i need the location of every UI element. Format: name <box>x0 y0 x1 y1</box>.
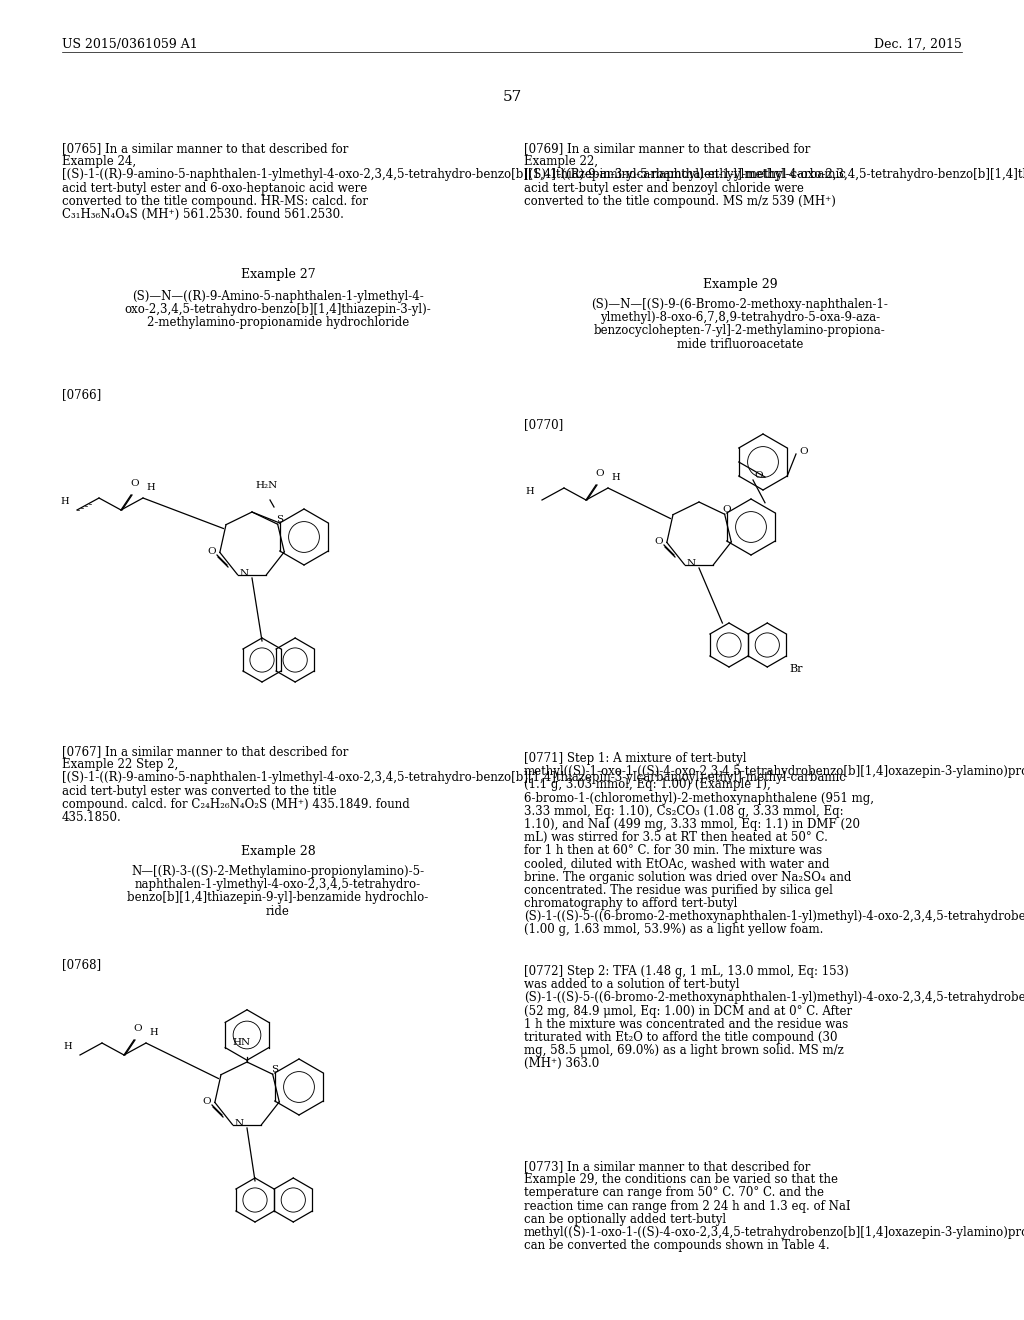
Text: 1 h the mixture was concentrated and the residue was: 1 h the mixture was concentrated and the… <box>524 1018 848 1031</box>
Text: US 2015/0361059 A1: US 2015/0361059 A1 <box>62 38 198 51</box>
Text: for 1 h then at 60° C. for 30 min. The mixture was: for 1 h then at 60° C. for 30 min. The m… <box>524 845 822 857</box>
Text: [0770]: [0770] <box>524 418 563 432</box>
Text: 1.10), and NaI (499 mg, 3.33 mmol, Eq: 1.1) in DMF (20: 1.10), and NaI (499 mg, 3.33 mmol, Eq: 1… <box>524 818 860 830</box>
Text: Example 24,: Example 24, <box>62 156 136 168</box>
Text: Example 27: Example 27 <box>241 268 315 281</box>
Text: O: O <box>799 447 808 457</box>
Text: acid tert-butyl ester was converted to the title: acid tert-butyl ester was converted to t… <box>62 784 337 797</box>
Text: ylmethyl)-8-oxo-6,7,8,9-tetrahydro-5-oxa-9-aza-: ylmethyl)-8-oxo-6,7,8,9-tetrahydro-5-oxa… <box>600 312 880 325</box>
Text: H: H <box>63 1041 72 1051</box>
Text: O: O <box>134 1024 142 1034</box>
Text: Dec. 17, 2015: Dec. 17, 2015 <box>874 38 962 51</box>
Text: concentrated. The residue was purified by silica gel: concentrated. The residue was purified b… <box>524 884 833 896</box>
Text: (S)—N—[(S)-9-(6-Bromo-2-methoxy-naphthalen-1-: (S)—N—[(S)-9-(6-Bromo-2-methoxy-naphthal… <box>592 298 889 312</box>
Text: [(S)-1-((R)-9-amino-5-naphthalen-1-ylmethyl-4-oxo-2,3,4,5-tetrahydro-benzo[b][1,: [(S)-1-((R)-9-amino-5-naphthalen-1-ylmet… <box>62 771 846 784</box>
Text: [0773] In a similar manner to that described for: [0773] In a similar manner to that descr… <box>524 1160 810 1173</box>
Text: can be optionally added tert-butyl: can be optionally added tert-butyl <box>524 1213 726 1226</box>
Text: acid tert-butyl ester and 6-oxo-heptanoic acid were: acid tert-butyl ester and 6-oxo-heptanoi… <box>62 182 368 194</box>
Text: H: H <box>611 473 620 482</box>
Text: Example 29: Example 29 <box>702 279 777 290</box>
Text: S: S <box>271 1065 279 1074</box>
Text: was added to a solution of tert-butyl: was added to a solution of tert-butyl <box>524 978 739 991</box>
Text: can be converted the compounds shown in Table 4.: can be converted the compounds shown in … <box>524 1239 829 1253</box>
Text: HN: HN <box>232 1038 251 1047</box>
Text: N: N <box>686 558 695 568</box>
Text: benzocyclohepten-7-yl]-2-methylamino-propiona-: benzocyclohepten-7-yl]-2-methylamino-pro… <box>594 325 886 338</box>
Text: O: O <box>596 469 604 478</box>
Text: brine. The organic solution was dried over Na₂SO₄ and: brine. The organic solution was dried ov… <box>524 871 851 883</box>
Text: N—[(R)-3-((S)-2-Methylamino-propionylamino)-5-: N—[(R)-3-((S)-2-Methylamino-propionylami… <box>131 865 425 878</box>
Text: (S)-1-((S)-5-((6-bromo-2-methoxynaphthalen-1-yl)methyl)-4-oxo-2,3,4,5-tetrahydro: (S)-1-((S)-5-((6-bromo-2-methoxynaphthal… <box>524 909 1024 923</box>
Text: compound. calcd. for C₂₄H₂₆N₄O₂S (MH⁺) 435.1849. found: compound. calcd. for C₂₄H₂₆N₄O₂S (MH⁺) 4… <box>62 797 410 810</box>
Text: O: O <box>131 479 139 488</box>
Text: [0766]: [0766] <box>62 388 101 401</box>
Text: ride: ride <box>266 904 290 917</box>
Text: Example 22 Step 2,: Example 22 Step 2, <box>62 758 178 771</box>
Text: [0767] In a similar manner to that described for: [0767] In a similar manner to that descr… <box>62 744 348 758</box>
Text: reaction time can range from 2 24 h and 1.3 eq. of NaI: reaction time can range from 2 24 h and … <box>524 1200 851 1213</box>
Text: (1.1 g, 3.03 mmol, Eq: 1.00) (Example 1),: (1.1 g, 3.03 mmol, Eq: 1.00) (Example 1)… <box>524 779 771 792</box>
Text: O: O <box>654 536 664 545</box>
Text: H: H <box>146 483 155 492</box>
Text: N: N <box>234 1118 244 1127</box>
Text: H: H <box>150 1028 158 1038</box>
Text: Example 22,: Example 22, <box>524 156 598 168</box>
Text: H: H <box>60 498 69 506</box>
Text: mL) was stirred for 3.5 at RT then heated at 50° C.: mL) was stirred for 3.5 at RT then heate… <box>524 832 827 843</box>
Text: [(S)-1-((R)-9-amino-5-naphthalen-1-ylmethyl-4-oxo-2,3,4,5-tetrahydro-benzo[b][1,: [(S)-1-((R)-9-amino-5-naphthalen-1-ylmet… <box>62 169 846 181</box>
Text: [(S)-1-((R)-9-amino-5-naphthalen-1-ylmethyl-4-oxo-2,3,4,5-tetrahydro-benzo[b][1,: [(S)-1-((R)-9-amino-5-naphthalen-1-ylmet… <box>524 169 1024 181</box>
Text: cooled, diluted with EtOAc, washed with water and: cooled, diluted with EtOAc, washed with … <box>524 858 829 870</box>
Text: mg, 58.5 μmol, 69.0%) as a light brown solid. MS m/z: mg, 58.5 μmol, 69.0%) as a light brown s… <box>524 1044 844 1057</box>
Text: [0769] In a similar manner to that described for: [0769] In a similar manner to that descr… <box>524 143 810 154</box>
Text: O: O <box>755 470 763 479</box>
Text: naphthalen-1-ylmethyl-4-oxo-2,3,4,5-tetrahydro-: naphthalen-1-ylmethyl-4-oxo-2,3,4,5-tetr… <box>135 878 421 891</box>
Text: (MH⁺) 363.0: (MH⁺) 363.0 <box>524 1057 599 1071</box>
Text: converted to the title compound. HR-MS: calcd. for: converted to the title compound. HR-MS: … <box>62 195 368 207</box>
Text: mide trifluoroacetate: mide trifluoroacetate <box>677 338 803 351</box>
Text: C₃₁H₃₆N₄O₄S (MH⁺) 561.2530. found 561.2530.: C₃₁H₃₆N₄O₄S (MH⁺) 561.2530. found 561.25… <box>62 207 344 220</box>
Text: acid tert-butyl ester and benzoyl chloride were: acid tert-butyl ester and benzoyl chlori… <box>524 182 804 194</box>
Text: 2-methylamino-propionamide hydrochloride: 2-methylamino-propionamide hydrochloride <box>146 317 410 330</box>
Text: 6-bromo-1-(chloromethyl)-2-methoxynaphthalene (951 mg,: 6-bromo-1-(chloromethyl)-2-methoxynaphth… <box>524 792 874 804</box>
Text: triturated with Et₂O to afford the title compound (30: triturated with Et₂O to afford the title… <box>524 1031 838 1044</box>
Text: Example 28: Example 28 <box>241 845 315 858</box>
Text: chromatography to afford tert-butyl: chromatography to afford tert-butyl <box>524 896 737 909</box>
Text: N: N <box>240 569 249 578</box>
Text: (S)-1-((S)-5-((6-bromo-2-methoxynaphthalen-1-yl)methyl)-4-oxo-2,3,4,5-tetrahydro: (S)-1-((S)-5-((6-bromo-2-methoxynaphthal… <box>524 991 1024 1005</box>
Text: temperature can range from 50° C. 70° C. and the: temperature can range from 50° C. 70° C.… <box>524 1187 824 1200</box>
Text: [0768]: [0768] <box>62 958 101 972</box>
Text: Br: Br <box>790 664 803 675</box>
Text: (1.00 g, 1.63 mmol, 53.9%) as a light yellow foam.: (1.00 g, 1.63 mmol, 53.9%) as a light ye… <box>524 923 823 936</box>
Text: 57: 57 <box>503 90 521 104</box>
Text: (52 mg, 84.9 μmol, Eq: 1.00) in DCM and at 0° C. After: (52 mg, 84.9 μmol, Eq: 1.00) in DCM and … <box>524 1005 852 1018</box>
Text: oxo-2,3,4,5-tetrahydro-benzo[b][1,4]thiazepin-3-yl)-: oxo-2,3,4,5-tetrahydro-benzo[b][1,4]thia… <box>125 304 431 317</box>
Text: O: O <box>723 506 731 515</box>
Text: benzo[b][1,4]thiazepin-9-yl]-benzamide hydrochlo-: benzo[b][1,4]thiazepin-9-yl]-benzamide h… <box>127 891 429 904</box>
Text: H₂N: H₂N <box>256 480 279 490</box>
Text: [0772] Step 2: TFA (1.48 g, 1 mL, 13.0 mmol, Eq: 153): [0772] Step 2: TFA (1.48 g, 1 mL, 13.0 m… <box>524 965 849 978</box>
Text: Example 29, the conditions can be varied so that the: Example 29, the conditions can be varied… <box>524 1173 838 1187</box>
Text: converted to the title compound. MS m/z 539 (MH⁺): converted to the title compound. MS m/z … <box>524 195 836 207</box>
Text: [0765] In a similar manner to that described for: [0765] In a similar manner to that descr… <box>62 143 348 154</box>
Text: methyl((S)-1-oxo-1-((S)-4-oxo-2,3,4,5-tetrahydrobenzo[b][1,4]oxazepin-3-ylamino): methyl((S)-1-oxo-1-((S)-4-oxo-2,3,4,5-te… <box>524 1226 1024 1239</box>
Text: O: O <box>208 546 216 556</box>
Text: (S)—N—((R)-9-Amino-5-naphthalen-1-ylmethyl-4-: (S)—N—((R)-9-Amino-5-naphthalen-1-ylmeth… <box>132 290 424 304</box>
Text: 3.33 mmol, Eq: 1.10), Cs₂CO₃ (1.08 g, 3.33 mmol, Eq:: 3.33 mmol, Eq: 1.10), Cs₂CO₃ (1.08 g, 3.… <box>524 805 844 817</box>
Text: S: S <box>276 516 284 524</box>
Text: [0771] Step 1: A mixture of tert-butyl: [0771] Step 1: A mixture of tert-butyl <box>524 752 746 766</box>
Text: H: H <box>525 487 534 496</box>
Text: methyl((S)-1-oxo-1-((S)-4-oxo-2,3,4,5-tetrahydrobenzo[b][1,4]oxazepin-3-ylamino): methyl((S)-1-oxo-1-((S)-4-oxo-2,3,4,5-te… <box>524 766 1024 779</box>
Text: 435.1850.: 435.1850. <box>62 810 122 824</box>
Text: O: O <box>203 1097 211 1106</box>
